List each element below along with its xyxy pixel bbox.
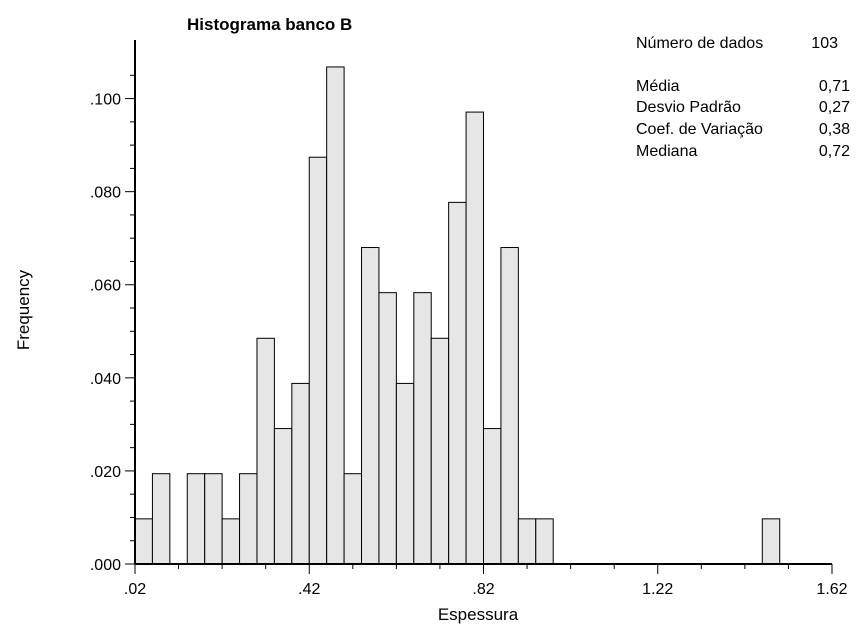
histogram-bar bbox=[134, 518, 153, 565]
stat-value: 0,71 bbox=[819, 78, 850, 95]
stat-value: 0,38 bbox=[819, 121, 850, 138]
histogram-bar bbox=[256, 337, 275, 565]
histogram-bar bbox=[413, 292, 432, 565]
bars-group bbox=[134, 66, 781, 565]
stat-value: 0,72 bbox=[819, 143, 850, 160]
histogram-bar bbox=[326, 66, 345, 565]
x-tick-label: .42 bbox=[298, 581, 320, 598]
y-tick-label: .040 bbox=[90, 371, 121, 388]
histogram-bar bbox=[291, 382, 310, 565]
histogram-bar bbox=[500, 247, 519, 565]
y-tick-label: .000 bbox=[90, 557, 121, 574]
histogram-bar bbox=[448, 201, 467, 565]
stat-label: Média bbox=[636, 78, 680, 95]
histogram-bar bbox=[151, 473, 171, 565]
histogram-bar bbox=[343, 473, 363, 565]
histogram-bar bbox=[761, 518, 781, 565]
y-tick-label: .100 bbox=[90, 92, 121, 109]
histogram-bar bbox=[483, 428, 502, 565]
stats-block: Número de dados 103 Média 0,71 Desvio Padrão… bbox=[636, 35, 850, 160]
chart-title: Histograma banco B bbox=[187, 15, 352, 34]
histogram-bar bbox=[204, 473, 223, 565]
histogram-bar bbox=[221, 518, 241, 565]
stat-value: 0,27 bbox=[819, 99, 850, 116]
stat-label: Desvio Padrão bbox=[636, 99, 741, 116]
x-tick-label: .82 bbox=[472, 581, 494, 598]
histogram-bar bbox=[535, 518, 554, 565]
y-tick-label: .080 bbox=[90, 185, 121, 202]
histogram-bar bbox=[378, 292, 397, 565]
histogram-bar bbox=[430, 337, 450, 565]
x-tick-label: .02 bbox=[124, 581, 146, 598]
histogram-bar bbox=[186, 473, 206, 565]
stat-label: Número de dados bbox=[636, 35, 763, 52]
stat-value: 103 bbox=[811, 35, 838, 52]
x-axis-label: Espessura bbox=[438, 605, 519, 624]
axes-group: .000 .020 .040 .060 .080 .100 .02 .42 .82 1.22 1.6… bbox=[90, 40, 848, 598]
stat-label: Mediana bbox=[636, 143, 697, 160]
y-tick-label: .060 bbox=[90, 278, 121, 295]
histogram-bar bbox=[395, 382, 415, 565]
x-tick-label: 1.62 bbox=[816, 581, 847, 598]
histogram-bar bbox=[361, 247, 380, 565]
x-tick-label: 1.22 bbox=[642, 581, 673, 598]
histogram-bar bbox=[465, 111, 485, 565]
histogram-bar bbox=[517, 518, 537, 565]
y-tick-label: .020 bbox=[90, 464, 121, 481]
stat-label: Coef. de Variação bbox=[636, 121, 763, 138]
histogram-bar bbox=[273, 428, 293, 565]
y-axis-label: Frequency bbox=[14, 269, 33, 350]
histogram-bar bbox=[239, 473, 258, 565]
histogram-bar bbox=[308, 156, 328, 565]
